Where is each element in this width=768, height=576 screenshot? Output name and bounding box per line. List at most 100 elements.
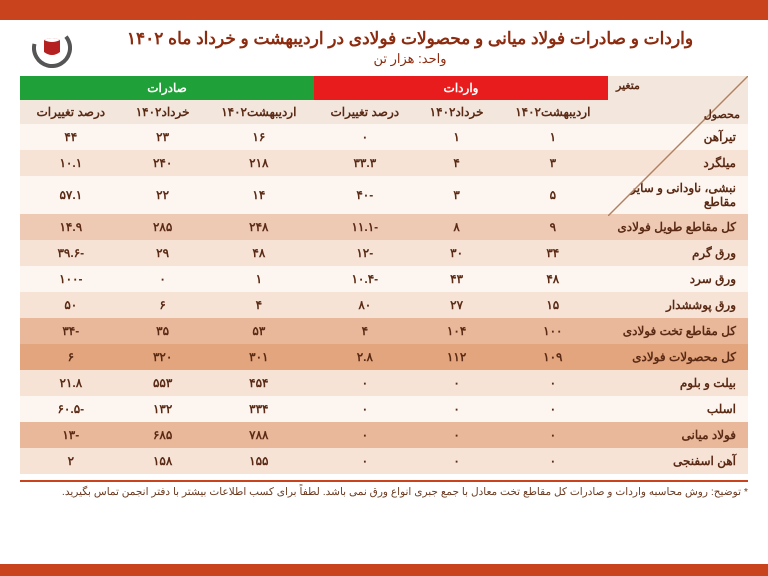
cell: -۱۳ — [20, 422, 122, 448]
cell: ۴۵۴ — [204, 370, 314, 396]
cell: ۰ — [498, 396, 608, 422]
cell: کل محصولات فولادی — [608, 344, 748, 370]
cell: ۲۳ — [122, 124, 204, 150]
imports-header: واردات — [314, 76, 608, 100]
cell: -۱۰.۴ — [314, 266, 416, 292]
sub-header: اردیبهشت۱۴۰۲ — [498, 100, 608, 124]
corner-header: متغیر محصول — [608, 76, 748, 124]
cell: -۱۲ — [314, 240, 416, 266]
cell: ۱ — [204, 266, 314, 292]
cell: ۱۰.۱ — [20, 150, 122, 176]
sub-header: اردیبهشت۱۴۰۲ — [204, 100, 314, 124]
cell: -۱۰۰ — [20, 266, 122, 292]
table-row: فولاد میانی۰۰۰۷۸۸۶۸۵-۱۳ — [20, 422, 748, 448]
cell: -۴۰ — [314, 176, 416, 214]
data-table: متغیر محصول واردات صادرات اردیبهشت۱۴۰۲ خ… — [20, 76, 748, 474]
cell: -۳۹.۶ — [20, 240, 122, 266]
corner-label-top: متغیر — [616, 79, 640, 92]
cell: آهن اسفنجی — [608, 448, 748, 474]
table-row: بیلت و بلوم۰۰۰۴۵۴۵۵۳۲۱.۸ — [20, 370, 748, 396]
cell: ۲۱.۸ — [20, 370, 122, 396]
cell: ۰ — [498, 422, 608, 448]
table-row: اسلب۰۰۰۳۳۴۱۳۲-۶۰.۵ — [20, 396, 748, 422]
table-row: ورق سرد۴۸۴۳-۱۰.۴۱۰-۱۰۰ — [20, 266, 748, 292]
cell: ۱۰۰ — [498, 318, 608, 344]
cell: ۵۳ — [204, 318, 314, 344]
cell: ۲۲ — [122, 176, 204, 214]
cell: ۳۳۴ — [204, 396, 314, 422]
cell: ۴۸ — [204, 240, 314, 266]
cell: ۰ — [416, 396, 498, 422]
cell: ۰ — [416, 448, 498, 474]
cell: ۰ — [416, 370, 498, 396]
table-row: کل محصولات فولادی۱۰۹۱۱۲۲.۸۳۰۱۳۲۰۶ — [20, 344, 748, 370]
table-row: کل مقاطع تخت فولادی۱۰۰۱۰۴۴۵۳۳۵-۳۴ — [20, 318, 748, 344]
cell: ۳ — [416, 176, 498, 214]
cell: -۳۴ — [20, 318, 122, 344]
cell: اسلب — [608, 396, 748, 422]
cell: -۱۱.۱ — [314, 214, 416, 240]
cell: ۱۰۹ — [498, 344, 608, 370]
cell: ورق پوششدار — [608, 292, 748, 318]
cell: ورق گرم — [608, 240, 748, 266]
cell: ورق سرد — [608, 266, 748, 292]
title-block: واردات و صادرات فولاد میانی و محصولات فو… — [72, 29, 748, 67]
cell: ۶ — [20, 344, 122, 370]
corner-label-bottom: محصول — [704, 108, 740, 121]
cell: ۲۸۵ — [122, 214, 204, 240]
table-row: کل مقاطع طویل فولادی۹۸-۱۱.۱۲۴۸۲۸۵۱۴.۹ — [20, 214, 748, 240]
cell: ۳۵ — [122, 318, 204, 344]
cell: ۱۵۸ — [122, 448, 204, 474]
top-bar — [0, 0, 768, 20]
cell: ۲۴۸ — [204, 214, 314, 240]
sub-header: درصد تغییرات — [314, 100, 416, 124]
cell: ۴۸ — [498, 266, 608, 292]
sub-header: درصد تغییرات — [20, 100, 122, 124]
cell: ۵ — [498, 176, 608, 214]
cell: ۷۸۸ — [204, 422, 314, 448]
cell: ۳ — [498, 150, 608, 176]
cell: بیلت و بلوم — [608, 370, 748, 396]
cell: ۴ — [416, 150, 498, 176]
exports-header: صادرات — [20, 76, 314, 100]
cell: ۵۵۳ — [122, 370, 204, 396]
cell: ۱۴ — [204, 176, 314, 214]
cell: ۳۳.۳ — [314, 150, 416, 176]
cell: ۵۰ — [20, 292, 122, 318]
cell: ۳۲۰ — [122, 344, 204, 370]
cell: ۰ — [314, 124, 416, 150]
table-row: ورق گرم۳۴۳۰-۱۲۴۸۲۹-۳۹.۶ — [20, 240, 748, 266]
cell: ۱۶ — [204, 124, 314, 150]
sub-header: خرداد۱۴۰۲ — [122, 100, 204, 124]
cell: ۰ — [416, 422, 498, 448]
cell: ۲۱۸ — [204, 150, 314, 176]
cell: ۰ — [122, 266, 204, 292]
footnote: * توضیح: روش محاسبه واردات و صادرات کل م… — [20, 480, 748, 498]
cell: ۴۳ — [416, 266, 498, 292]
cell: ۲.۸ — [314, 344, 416, 370]
cell: ۱۵۵ — [204, 448, 314, 474]
cell: ۲۴۰ — [122, 150, 204, 176]
page-subtitle: واحد: هزار تن — [72, 51, 748, 67]
cell: ۴۴ — [20, 124, 122, 150]
table-container: متغیر محصول واردات صادرات اردیبهشت۱۴۰۲ خ… — [0, 72, 768, 474]
cell: ۱۰۴ — [416, 318, 498, 344]
cell: ۸ — [416, 214, 498, 240]
cell: ۵۷.۱ — [20, 176, 122, 214]
cell: کل مقاطع طویل فولادی — [608, 214, 748, 240]
cell: ۱ — [416, 124, 498, 150]
sub-header: خرداد۱۴۰۲ — [416, 100, 498, 124]
cell: ۶۸۵ — [122, 422, 204, 448]
logo-icon — [32, 28, 72, 68]
cell: ۳۰۱ — [204, 344, 314, 370]
cell: ۰ — [498, 370, 608, 396]
cell: ۱ — [498, 124, 608, 150]
cell: ۸۰ — [314, 292, 416, 318]
cell: ۲۷ — [416, 292, 498, 318]
cell: -۶۰.۵ — [20, 396, 122, 422]
header: واردات و صادرات فولاد میانی و محصولات فو… — [0, 20, 768, 72]
cell: ۰ — [314, 422, 416, 448]
cell: ۶ — [122, 292, 204, 318]
cell: ۰ — [314, 370, 416, 396]
cell: ۰ — [314, 396, 416, 422]
